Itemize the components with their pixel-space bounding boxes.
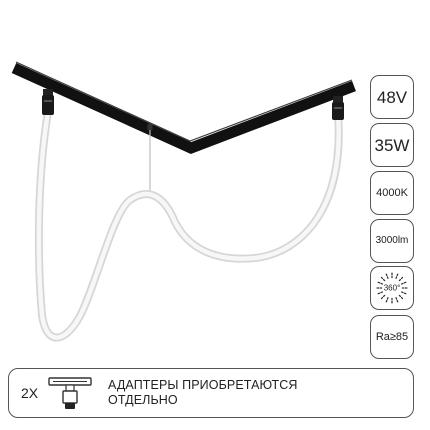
color-rendering-badge: Ra≥85 — [370, 315, 414, 359]
color-temperature-badge: 4000K — [370, 171, 414, 215]
right-tube-connector — [332, 96, 344, 120]
track-adapter-icon — [48, 377, 92, 409]
beam-ray — [395, 273, 399, 279]
beam-ray — [398, 276, 404, 282]
power-label: 35W — [374, 135, 410, 155]
beam-ray — [401, 281, 407, 285]
voltage-badge: 48V — [370, 75, 414, 119]
luminous-flux-badge: 3000lm — [370, 219, 414, 263]
360-degree-beam-icon: 360° — [375, 271, 409, 305]
color-temperature-label: 4000K — [376, 186, 408, 199]
adapter-note-box: 2X АДАПТЕРЫ ПРИОБРЕТАЮТСЯ ОТДЕЛЬНО — [8, 368, 414, 418]
beam-ray — [380, 276, 386, 282]
power-badge: 35W — [370, 123, 414, 167]
voltage-label: 48V — [376, 87, 408, 107]
beam-ray — [385, 273, 389, 279]
beam-ray — [385, 297, 389, 303]
beam-angle-badge: 360° — [370, 266, 414, 310]
adapter-quantity: 2X — [21, 385, 39, 401]
beam-ray — [377, 291, 383, 295]
adapter-note-text: АДАПТЕРЫ ПРИОБРЕТАЮТСЯ ОТДЕЛЬНО — [108, 378, 298, 408]
beam-ray — [398, 294, 404, 300]
beam-ray — [377, 281, 383, 285]
track-rail — [11, 61, 356, 154]
beam-ray — [395, 297, 399, 303]
beam-angle-label: 360° — [384, 284, 401, 293]
flexible-led-tube — [34, 108, 343, 342]
left-tube-connector — [42, 89, 54, 115]
adapter-note-line-1: АДАПТЕРЫ ПРИОБРЕТАЮТСЯ — [108, 378, 298, 392]
beam-ray — [380, 294, 386, 300]
beam-ray — [401, 291, 407, 295]
color-rendering-label: Ra≥85 — [375, 330, 409, 343]
luminous-flux-label: 3000lm — [375, 235, 409, 246]
adapter-note-line-2: ОТДЕЛЬНО — [108, 393, 178, 407]
